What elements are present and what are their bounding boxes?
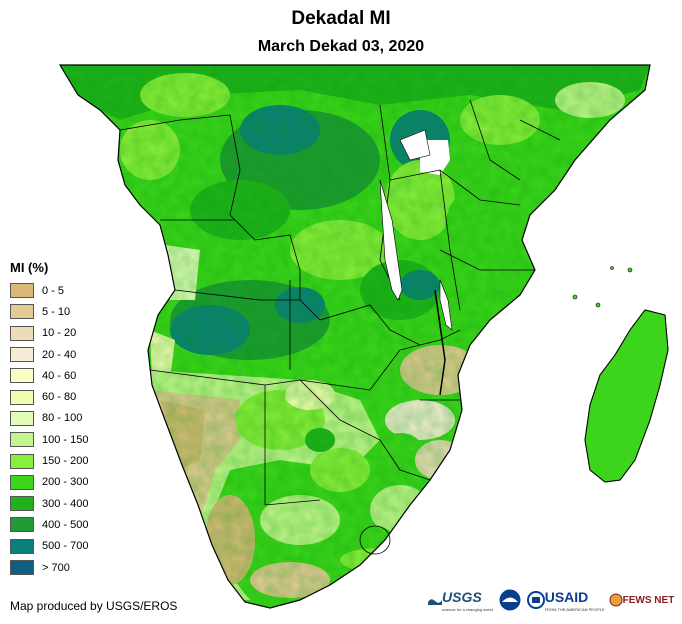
legend-swatch: [10, 432, 34, 448]
legend-swatch: [10, 325, 34, 341]
legend-item: 10 - 20: [10, 323, 88, 344]
legend-label: 80 - 100: [42, 412, 83, 425]
legend-item: 20 - 40: [10, 344, 88, 365]
lake-tanganyika: [379, 179, 403, 301]
usgs-tagline: science for a changing world: [442, 606, 493, 612]
legend-swatch: [10, 560, 34, 575]
legend-label: 20 - 40: [42, 348, 77, 361]
credit-text: Map produced by USGS/EROS: [10, 599, 178, 613]
legend-swatch: [10, 474, 34, 490]
legend-label: 400 - 500: [42, 518, 89, 531]
legend-item: 0 - 5: [10, 280, 88, 301]
usgs-wordmark: USGS: [442, 588, 482, 605]
legend-swatch: [10, 517, 34, 533]
fews-icon: [609, 593, 623, 607]
fews-logo: FEWS NET: [609, 593, 675, 607]
map-subtitle: March Dekad 03, 2020: [257, 38, 425, 55]
legend: MI (%) 0 - 5 5 - 10 10 - 20 20 - 40 40 - 60 6…: [10, 260, 88, 578]
legend-item: > 700: [10, 557, 88, 578]
legend-label: > 700: [42, 561, 70, 574]
legend-label: 200 - 300: [42, 476, 89, 489]
legend-swatch: [10, 368, 34, 384]
lake-malawi: [439, 279, 453, 331]
usaid-tagline: FROM THE AMERICAN PEOPLE: [544, 606, 605, 612]
legend-item: 80 - 100: [10, 408, 88, 429]
legend-item: 5 - 10: [10, 301, 88, 322]
usgs-wave-icon: [428, 599, 442, 605]
legend-title: MI (%): [10, 260, 49, 275]
usaid-seal-icon: [526, 591, 545, 609]
legend-label: 100 - 150: [42, 433, 89, 446]
usaid-logo: USAID FROM THE AMERICAN PEOPLE: [526, 588, 605, 612]
legend-item: 500 - 700: [10, 536, 88, 557]
legend-swatch: [10, 304, 34, 320]
legend-item: 400 - 500: [10, 514, 88, 535]
country-borders: [119, 99, 561, 555]
legend-swatch: [10, 410, 34, 426]
fews-wordmark: FEWS NET: [622, 594, 675, 606]
legend-label: 500 - 700: [42, 540, 89, 553]
legend-swatch: [10, 538, 34, 554]
map-title: Dekadal MI: [291, 8, 391, 29]
noaa-logo: [499, 589, 521, 611]
legend-label: 60 - 80: [42, 391, 77, 404]
legend-item: 200 - 300: [10, 472, 88, 493]
legend-label: 10 - 20: [42, 327, 77, 340]
legend-item: 150 - 200: [10, 450, 88, 471]
legend-item: 60 - 80: [10, 386, 88, 407]
legend-swatch: [10, 347, 34, 363]
legend-swatch: [10, 453, 34, 469]
islands: [572, 266, 633, 308]
lake-victoria: [399, 129, 431, 161]
legend-label: 5 - 10: [42, 305, 71, 318]
usgs-logo: USGS science for a changing world: [428, 589, 493, 612]
legend-item: 100 - 150: [10, 429, 88, 450]
legend-label: 300 - 400: [42, 497, 89, 510]
legend-item: 300 - 400: [10, 493, 88, 514]
madagascar: [584, 309, 669, 483]
legend-item: 40 - 60: [10, 365, 88, 386]
legend-swatch: [10, 496, 34, 512]
legend-swatch: [10, 389, 34, 405]
legend-label: 150 - 200: [42, 455, 89, 468]
noaa-icon: [499, 589, 521, 611]
legend-swatch: [10, 283, 34, 299]
logo-strip: USGS science for a changing world USAID …: [428, 585, 676, 615]
usaid-wordmark: USAID: [544, 588, 589, 605]
legend-label: 40 - 60: [42, 369, 77, 382]
legend-label: 0 - 5: [42, 284, 65, 297]
